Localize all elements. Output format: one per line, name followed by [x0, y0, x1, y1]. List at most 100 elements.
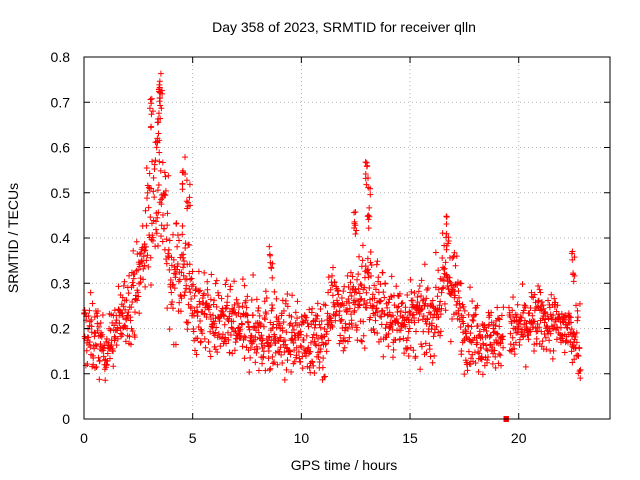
data-point: [573, 302, 580, 309]
data-point: [347, 269, 354, 276]
data-point: [408, 288, 415, 295]
data-point: [247, 354, 254, 361]
data-point: [267, 365, 274, 372]
data-point: [538, 298, 545, 305]
data-point: [360, 318, 367, 325]
data-point: [152, 243, 159, 250]
data-point: [143, 243, 150, 250]
data-point: [424, 285, 431, 292]
data-point: [204, 292, 211, 299]
data-point: [487, 332, 494, 339]
data-point: [541, 319, 548, 326]
data-point: [458, 347, 465, 354]
data-point: [363, 181, 370, 188]
data-point: [163, 260, 170, 267]
data-point: [170, 281, 177, 288]
data-point: [231, 301, 238, 308]
data-point: [576, 300, 583, 307]
data-point: [341, 327, 348, 334]
data-point: [201, 269, 208, 276]
data-point: [411, 319, 418, 326]
data-point: [91, 313, 98, 320]
data-point: [276, 320, 283, 327]
data-point: [513, 329, 520, 336]
data-point: [450, 253, 457, 260]
data-point: [86, 307, 93, 314]
data-point: [455, 311, 462, 318]
data-point: [483, 328, 490, 335]
data-point: [225, 336, 232, 343]
data-point: [131, 309, 138, 316]
data-point: [342, 320, 349, 327]
data-point: [103, 338, 110, 345]
data-point: [241, 333, 248, 340]
data-point: [262, 367, 269, 374]
data-point: [538, 328, 545, 335]
data-point: [295, 348, 302, 355]
data-point: [156, 95, 163, 102]
data-point: [351, 209, 358, 216]
data-point: [103, 335, 110, 342]
data-point: [303, 314, 310, 321]
data-point: [94, 308, 101, 315]
data-point: [496, 316, 503, 323]
data-point: [187, 276, 194, 283]
data-point: [161, 191, 168, 198]
data-point: [561, 349, 568, 356]
data-point: [100, 353, 107, 360]
data-point: [276, 348, 283, 355]
x-tick-label: 5: [189, 430, 197, 446]
data-point: [149, 108, 156, 115]
data-point: [143, 165, 150, 171]
data-point: [362, 171, 369, 178]
data-point: [127, 317, 134, 324]
data-point: [416, 282, 423, 289]
data-point: [259, 360, 266, 367]
data-points: [81, 70, 584, 422]
data-point: [336, 340, 343, 347]
data-point: [472, 311, 479, 318]
data-point: [445, 240, 452, 247]
data-point: [407, 344, 414, 351]
data-point: [148, 282, 155, 289]
data-point: [573, 329, 580, 336]
data-point: [478, 355, 485, 362]
data-point: [157, 102, 164, 109]
data-point: [311, 324, 318, 331]
data-point: [374, 258, 381, 265]
data-point: [152, 218, 159, 225]
data-point: [206, 348, 213, 355]
data-point: [200, 290, 207, 297]
data-point: [196, 301, 203, 308]
data-point: [255, 367, 262, 374]
data-point: [545, 297, 552, 304]
data-point: [316, 321, 323, 328]
data-point: [375, 274, 382, 281]
data-point: [541, 308, 548, 315]
data-point: [359, 242, 366, 249]
data-point: [302, 313, 309, 320]
data-point: [269, 260, 276, 267]
data-point: [288, 368, 295, 375]
data-point: [361, 345, 368, 352]
data-point: [527, 305, 534, 312]
y-tick-label: 0.4: [51, 230, 71, 246]
x-tick-label: 15: [402, 430, 418, 446]
data-point: [319, 376, 326, 383]
data-point: [468, 355, 475, 362]
data-point: [193, 351, 200, 358]
data-point: [457, 305, 464, 312]
data-point: [226, 349, 233, 356]
data-point: [88, 323, 95, 330]
data-point: [152, 157, 159, 164]
data-point: [218, 335, 225, 342]
data-point: [213, 277, 220, 284]
data-point: [129, 279, 136, 286]
data-point: [414, 294, 421, 301]
data-point: [329, 272, 336, 279]
data-point: [99, 311, 106, 318]
data-point: [329, 264, 336, 271]
data-point: [293, 352, 300, 359]
data-point: [275, 337, 282, 344]
data-point: [424, 315, 431, 322]
